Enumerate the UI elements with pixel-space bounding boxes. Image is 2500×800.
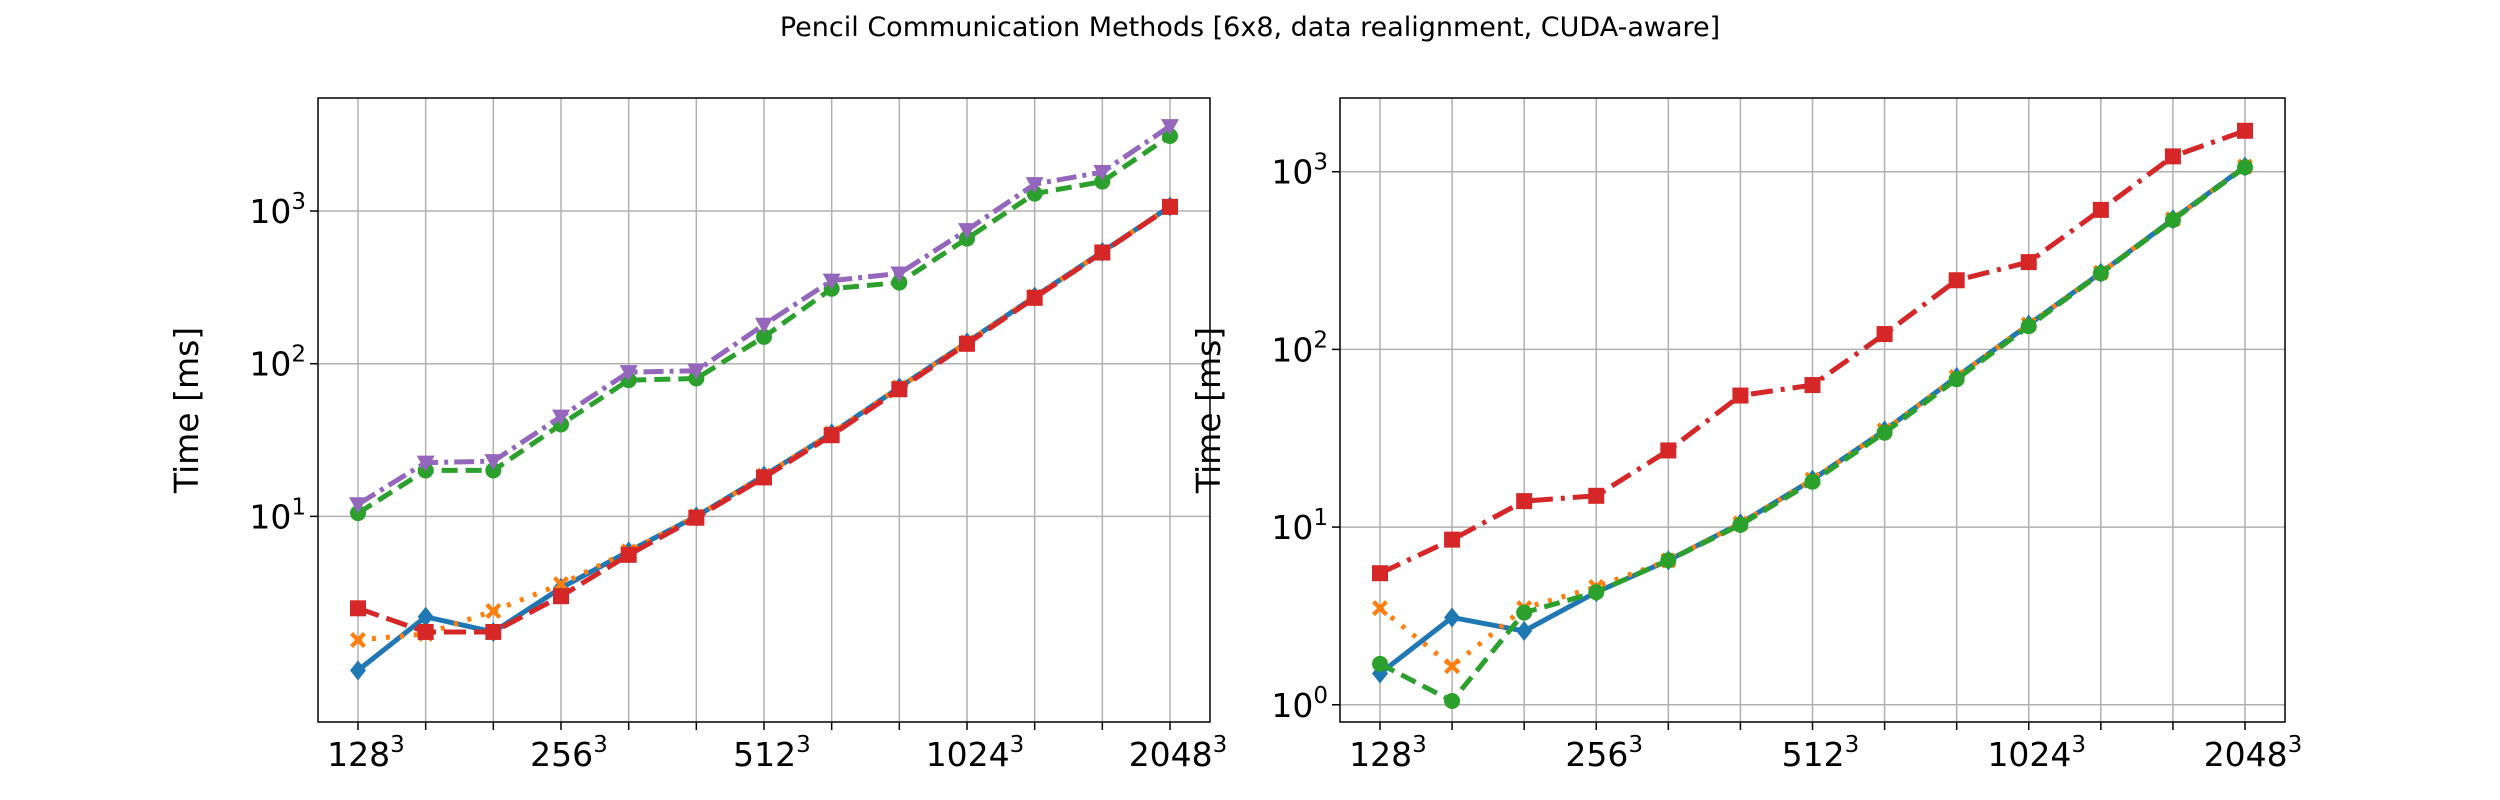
series-5-point: [958, 223, 976, 240]
series-5-point: [416, 455, 435, 472]
series-3-point: [2164, 212, 2181, 229]
y-tick-label: 103: [1271, 150, 1328, 192]
series-4-point: [1372, 565, 1388, 582]
y-tick-label: 102: [249, 342, 306, 384]
series-5-point: [1025, 177, 1044, 194]
series-2-point: [553, 576, 569, 593]
x-tick-label: 10243: [926, 732, 1025, 774]
y-tick-label: 100: [1271, 683, 1328, 725]
series-4-point: [2020, 254, 2037, 271]
x-tick-label: 20483: [1129, 732, 1228, 774]
series-1-point: [1444, 607, 1461, 628]
series-3-point: [1804, 473, 1821, 490]
series-4-point: [959, 335, 975, 352]
series-4-point: [1444, 531, 1461, 548]
series-2-point: [1372, 600, 1388, 617]
series-4-point: [891, 381, 908, 398]
series-5-point: [349, 497, 367, 514]
x-tick-label: 5123: [733, 732, 811, 774]
series-4-point: [553, 588, 569, 605]
series-5-point: [822, 273, 841, 290]
series-4-point: [1948, 272, 1965, 289]
series-3-point: [1516, 604, 1533, 621]
series-3-point: [891, 274, 908, 291]
series-3-point: [1372, 655, 1388, 672]
chart-panel-right: 100 101 102 103 1283 2563 5123 10243 20483 Time […: [1189, 97, 2303, 774]
series-4-point: [2164, 148, 2181, 165]
series-3-point: [1948, 371, 1965, 388]
x-tick-label: 10243: [1987, 732, 2086, 774]
series-5-point: [687, 363, 706, 380]
series-2-point: [485, 603, 502, 620]
series-1-point: [417, 606, 434, 627]
y-tick-label: 101: [1271, 505, 1328, 547]
series-2-point: [1444, 658, 1461, 675]
series-3-point: [2237, 159, 2253, 176]
series-4-point: [1588, 487, 1605, 504]
series-4-point: [1732, 387, 1749, 404]
x-tick-label: 1283: [1349, 732, 1427, 774]
series-5-point: [1161, 119, 1179, 136]
series-3-point: [756, 328, 772, 345]
figure-title: Pencil Communication Methods [6x8, data …: [779, 12, 1721, 43]
series-1-point: [350, 660, 366, 681]
series-5-point: [890, 266, 909, 283]
series-3-point: [1732, 516, 1749, 533]
series-3-point: [1094, 173, 1111, 190]
y-tick-label: 102: [1271, 327, 1328, 369]
series-4-point: [1804, 377, 1821, 394]
series-3-point: [2020, 318, 2037, 335]
series-4-point: [1660, 442, 1677, 459]
series-4-point: [688, 509, 705, 526]
series-3-point: [485, 462, 502, 479]
series-4-point: [1094, 244, 1111, 261]
series-4-point: [620, 546, 637, 563]
series-3-point: [2092, 265, 2109, 282]
y-axis-label: Time [ms]: [1189, 327, 1228, 494]
plot-frame: [1339, 97, 2286, 723]
series-3-point: [1588, 584, 1605, 601]
series-2-point: [350, 631, 366, 648]
series-5-point: [1093, 165, 1112, 182]
x-tick-label: 1283: [327, 732, 405, 774]
series-4-point: [823, 427, 840, 444]
series-4-point: [2092, 201, 2109, 218]
series-4-point: [350, 600, 366, 617]
x-tick-label: 5123: [1782, 732, 1860, 774]
series-4-point: [485, 623, 502, 640]
series-3-point: [1660, 552, 1677, 569]
series-5-point: [755, 317, 773, 334]
series-4-point: [1026, 289, 1043, 306]
x-tick-label: 2563: [530, 732, 608, 774]
series-4-point: [1876, 326, 1893, 343]
chart-panel-left: 101 102 103 1283 2563 5123 10243 20483 Time [ms]: [167, 97, 1228, 774]
series-3-point: [1162, 128, 1178, 145]
series-4-point: [417, 623, 434, 640]
y-axis-label: Time [ms]: [167, 327, 206, 494]
series-3-point: [1876, 424, 1893, 441]
x-tick-label: 2563: [1565, 732, 1643, 774]
series-5-point: [484, 454, 503, 471]
series-4-point: [756, 469, 772, 486]
series-4-point: [1162, 198, 1178, 215]
series-5-point: [619, 365, 638, 382]
plot-frame: [317, 97, 1211, 723]
x-tick-label: 20483: [2204, 732, 2303, 774]
series-4-point: [2237, 122, 2253, 139]
series-4-point: [1516, 493, 1533, 510]
series-3-point: [1444, 693, 1461, 710]
series-1-point: [1516, 621, 1533, 642]
series-5-point: [552, 409, 570, 426]
y-tick-label: 103: [249, 189, 306, 231]
y-tick-label: 101: [249, 494, 306, 536]
